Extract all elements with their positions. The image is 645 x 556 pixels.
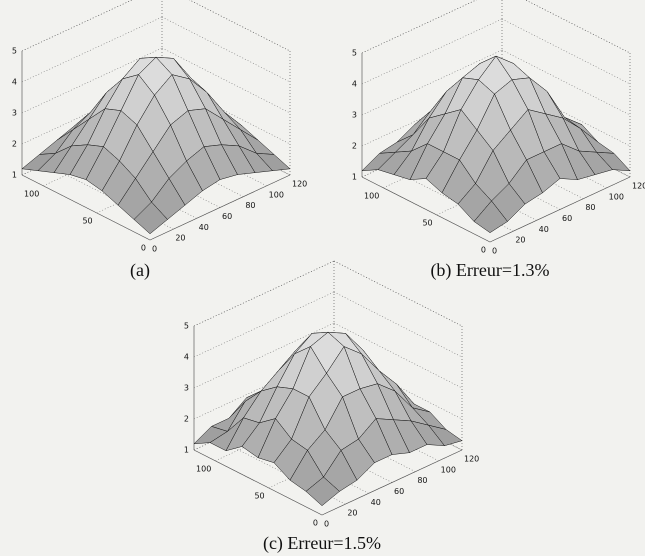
caption: (b) Erreur=1.3% xyxy=(430,260,549,281)
x-tick-label: 40 xyxy=(539,225,549,234)
y-tick-label: 100 xyxy=(24,189,39,198)
z-tick-label: 2 xyxy=(12,140,17,149)
x-tick-label: 0 xyxy=(492,247,497,256)
z-tick-label: 1 xyxy=(352,173,357,182)
x-tick-label: 20 xyxy=(175,234,185,243)
x-tick-label: 60 xyxy=(222,212,232,221)
grid-line xyxy=(21,0,133,52)
x-tick-label: 60 xyxy=(562,214,572,223)
caption: (c) Erreur=1.5% xyxy=(263,533,381,554)
box-edge xyxy=(193,260,335,327)
y-tick-label: 100 xyxy=(196,464,211,473)
z-tick-label: 4 xyxy=(12,78,17,87)
x-tick-label: 100 xyxy=(441,465,456,474)
y-tick-label: 50 xyxy=(254,491,264,500)
box-edge xyxy=(524,0,631,54)
x-tick-label: 60 xyxy=(394,487,404,496)
box-edge xyxy=(188,0,291,52)
z-tick-label: 3 xyxy=(352,111,357,120)
z-tick-label: 5 xyxy=(12,47,17,56)
x-tick-label: 0 xyxy=(324,520,329,529)
surface-patch xyxy=(473,200,508,234)
x-tick-label: 40 xyxy=(371,498,381,507)
x-tick-label: 80 xyxy=(245,201,255,210)
x-tick-label: 80 xyxy=(417,476,427,485)
z-tick-label: 4 xyxy=(184,353,189,362)
surface-patch xyxy=(133,201,168,235)
z-tick-label: 1 xyxy=(184,446,189,455)
z-tick-label: 4 xyxy=(352,80,357,89)
box-edge xyxy=(361,0,477,54)
y-tick-label: 0 xyxy=(313,519,318,528)
x-tick-label: 120 xyxy=(292,180,307,189)
grid-line xyxy=(524,0,631,54)
x-tick-label: 20 xyxy=(347,509,357,518)
x-tick-label: 20 xyxy=(515,236,525,245)
surface-patch xyxy=(305,476,340,507)
x-tick-label: 120 xyxy=(632,182,645,191)
z-tick-label: 2 xyxy=(352,142,357,151)
x-tick-label: 100 xyxy=(269,190,284,199)
caption: (a) xyxy=(130,260,150,281)
z-tick-label: 3 xyxy=(12,109,17,118)
x-tick-label: 100 xyxy=(609,192,624,201)
y-tick-label: 0 xyxy=(141,244,146,253)
y-tick-label: 50 xyxy=(422,218,432,227)
x-tick-label: 80 xyxy=(585,203,595,212)
z-tick-label: 5 xyxy=(352,49,357,58)
z-tick-label: 2 xyxy=(184,415,189,424)
x-tick-label: 40 xyxy=(199,223,209,232)
z-tick-label: 5 xyxy=(184,322,189,331)
y-tick-label: 100 xyxy=(364,191,379,200)
z-tick-label: 1 xyxy=(12,171,17,180)
grid-line xyxy=(361,0,477,54)
z-tick-label: 3 xyxy=(184,384,189,393)
grid-line xyxy=(188,0,291,52)
x-tick-label: 120 xyxy=(464,455,479,464)
y-tick-label: 50 xyxy=(82,216,92,225)
box-edge xyxy=(21,0,133,52)
y-tick-label: 0 xyxy=(481,246,486,255)
x-tick-label: 0 xyxy=(152,245,157,254)
grid-line xyxy=(193,260,335,327)
